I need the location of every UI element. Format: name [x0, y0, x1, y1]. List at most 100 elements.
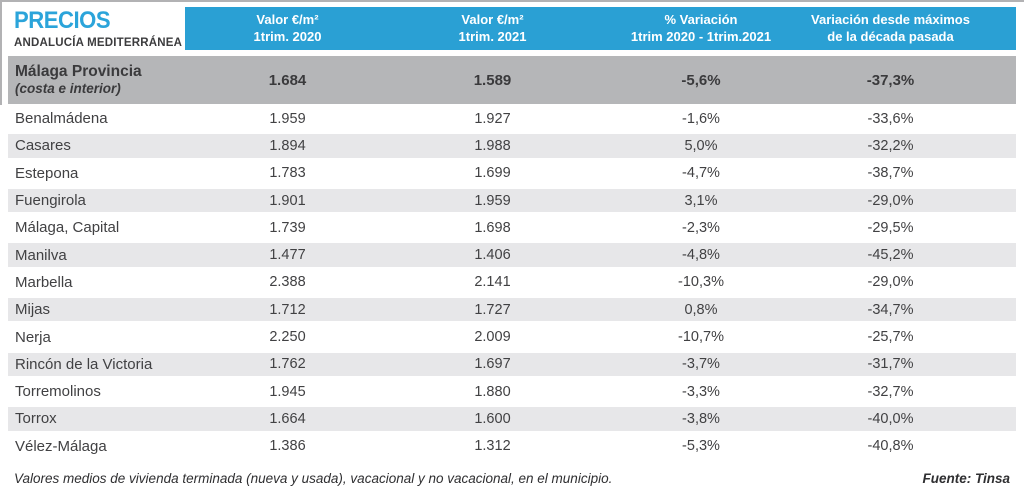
value-2021: 1.988 — [474, 137, 511, 154]
variation-value: -2,3% — [682, 219, 720, 236]
variation-value: -4,7% — [682, 165, 720, 182]
summary-row-malaga-provincia: Málaga Provincia (costa e interior) 1.68… — [8, 56, 1016, 104]
municipality-name: Casares — [15, 137, 71, 155]
summary-value-2021: 1.589 — [473, 71, 512, 89]
column-header-line2: 1trim. 2021 — [458, 28, 527, 44]
variation-value: -3,7% — [682, 356, 720, 373]
municipality-name: Manilva — [15, 246, 67, 264]
value-2021: 1.927 — [474, 110, 511, 127]
column-header-line1: Valor €/m² — [256, 11, 319, 27]
table-row: Vélez-Málaga 1.386 1.312 -5,3% -40,8% — [8, 433, 1016, 460]
table-row: Fuengirola 1.901 1.959 3,1% -29,0% — [8, 186, 1016, 215]
variation-from-max-value: -32,2% — [867, 137, 914, 154]
table-row: Rincón de la Victoria 1.762 1.697 -3,7% … — [8, 350, 1016, 378]
column-header-line1: Valor €/m² — [461, 11, 524, 27]
summary-row-title: Málaga Provincia — [15, 62, 142, 80]
value-2021: 1.699 — [474, 165, 511, 182]
value-2020: 1.477 — [269, 247, 306, 264]
value-2020: 1.739 — [269, 219, 306, 236]
value-2021: 1.406 — [474, 247, 511, 264]
value-2021: 1.727 — [474, 301, 511, 318]
left-frame-line — [0, 0, 2, 105]
table-row: Manilva 1.477 1.406 -4,8% -45,2% — [8, 241, 1016, 269]
municipality-name: Rincón de la Victoria — [15, 355, 153, 373]
summary-row-note: (costa e interior) — [15, 81, 121, 97]
value-2021: 2.141 — [474, 274, 511, 291]
variation-from-max-value: -29,0% — [867, 274, 914, 291]
variation-value: -10,7% — [678, 329, 724, 346]
variation-value: -4,8% — [682, 247, 720, 264]
summary-variation-from-max: -37,3% — [866, 71, 915, 89]
summary-variation: -5,6% — [681, 71, 721, 89]
column-header-variacion-maximos: Variación desde máximos de la década pas… — [807, 12, 1016, 46]
variation-value: 0,8% — [684, 301, 718, 318]
variation-from-max-value: -31,7% — [867, 356, 914, 373]
table-body: Benalmádena 1.959 1.927 -1,6% -33,6% Cas… — [8, 105, 1016, 460]
table-header-bar: Valor €/m² 1trim. 2020 Valor €/m² 1trim.… — [185, 7, 1016, 50]
variation-from-max-value: -40,0% — [867, 410, 914, 427]
column-header-line2: 1trim 2020 - 1trim.2021 — [630, 28, 772, 44]
table-row: Torrox 1.664 1.600 -3,8% -40,0% — [8, 405, 1016, 433]
page-title: PRECIOS — [14, 7, 111, 34]
variation-value: -1,6% — [682, 110, 720, 127]
table-row: Torremolinos 1.945 1.880 -3,3% -32,7% — [8, 378, 1016, 405]
variation-from-max-value: -34,7% — [867, 301, 914, 318]
table-row: Nerja 2.250 2.009 -10,7% -25,7% — [8, 323, 1016, 350]
municipality-name: Fuengirola — [15, 192, 86, 210]
value-2021: 1.698 — [474, 219, 511, 236]
table-row: Estepona 1.783 1.699 -4,7% -38,7% — [8, 160, 1016, 187]
variation-from-max-value: -40,8% — [867, 438, 914, 455]
column-header-valor-2021: Valor €/m² 1trim. 2021 — [390, 12, 595, 46]
column-header-line1: % Variación — [664, 11, 738, 27]
value-2020: 1.945 — [269, 383, 306, 400]
municipality-name: Nerja — [15, 328, 51, 346]
value-2020: 1.762 — [269, 356, 306, 373]
column-header-valor-2020: Valor €/m² 1trim. 2020 — [185, 12, 390, 46]
methodology-note: Valores medios de vivienda terminada (nu… — [14, 471, 613, 486]
variation-value: -3,3% — [682, 383, 720, 400]
column-header-variacion: % Variación 1trim 2020 - 1trim.2021 — [595, 12, 807, 46]
value-2020: 1.664 — [269, 410, 306, 427]
table-row: Mijas 1.712 1.727 0,8% -34,7% — [8, 296, 1016, 324]
table-row: Casares 1.894 1.988 5,0% -32,2% — [8, 132, 1016, 160]
variation-value: -10,3% — [678, 274, 724, 291]
page-subtitle: ANDALUCÍA MEDITERRÁNEA — [14, 37, 183, 49]
value-2021: 1.600 — [474, 410, 511, 427]
value-2020: 1.783 — [269, 165, 306, 182]
summary-value-2020: 1.684 — [268, 71, 307, 89]
value-2021: 2.009 — [474, 329, 511, 346]
value-2021: 1.880 — [474, 383, 511, 400]
variation-from-max-value: -29,0% — [867, 192, 914, 209]
municipality-name: Estepona — [15, 164, 79, 182]
variation-value: -5,3% — [682, 438, 720, 455]
variation-value: 3,1% — [684, 192, 718, 209]
footnote: Valores medios de vivienda terminada (nu… — [14, 471, 1010, 486]
value-2020: 2.388 — [269, 274, 306, 291]
variation-from-max-value: -32,7% — [867, 383, 914, 400]
column-header-line2: de la década pasada — [827, 28, 954, 44]
table-row: Marbella 2.388 2.141 -10,3% -29,0% — [8, 269, 1016, 296]
top-frame-line — [0, 0, 1024, 2]
variation-from-max-value: -25,7% — [867, 329, 914, 346]
table-row: Benalmádena 1.959 1.927 -1,6% -33,6% — [8, 105, 1016, 132]
municipality-name: Torrox — [15, 410, 57, 428]
variation-value: -3,8% — [682, 410, 720, 427]
value-2020: 2.250 — [269, 329, 306, 346]
title-block: PRECIOS ANDALUCÍA MEDITERRÁNEA — [14, 7, 183, 50]
municipality-name: Marbella — [15, 273, 73, 291]
variation-from-max-value: -45,2% — [867, 247, 914, 264]
column-header-line1: Variación desde máximos — [811, 11, 970, 27]
source-credit: Fuente: Tinsa — [922, 471, 1010, 486]
variation-value: 5,0% — [684, 137, 718, 154]
value-2021: 1.959 — [474, 192, 511, 209]
table-row: Málaga, Capital 1.739 1.698 -2,3% -29,5% — [8, 214, 1016, 241]
value-2020: 1.386 — [269, 438, 306, 455]
municipality-name: Mijas — [15, 301, 51, 319]
summary-row-name: Málaga Provincia (costa e interior) — [8, 62, 185, 98]
value-2020: 1.712 — [269, 301, 306, 318]
value-2020: 1.901 — [269, 192, 306, 209]
variation-from-max-value: -33,6% — [867, 110, 914, 127]
value-2021: 1.697 — [474, 356, 511, 373]
variation-from-max-value: -38,7% — [867, 165, 914, 182]
